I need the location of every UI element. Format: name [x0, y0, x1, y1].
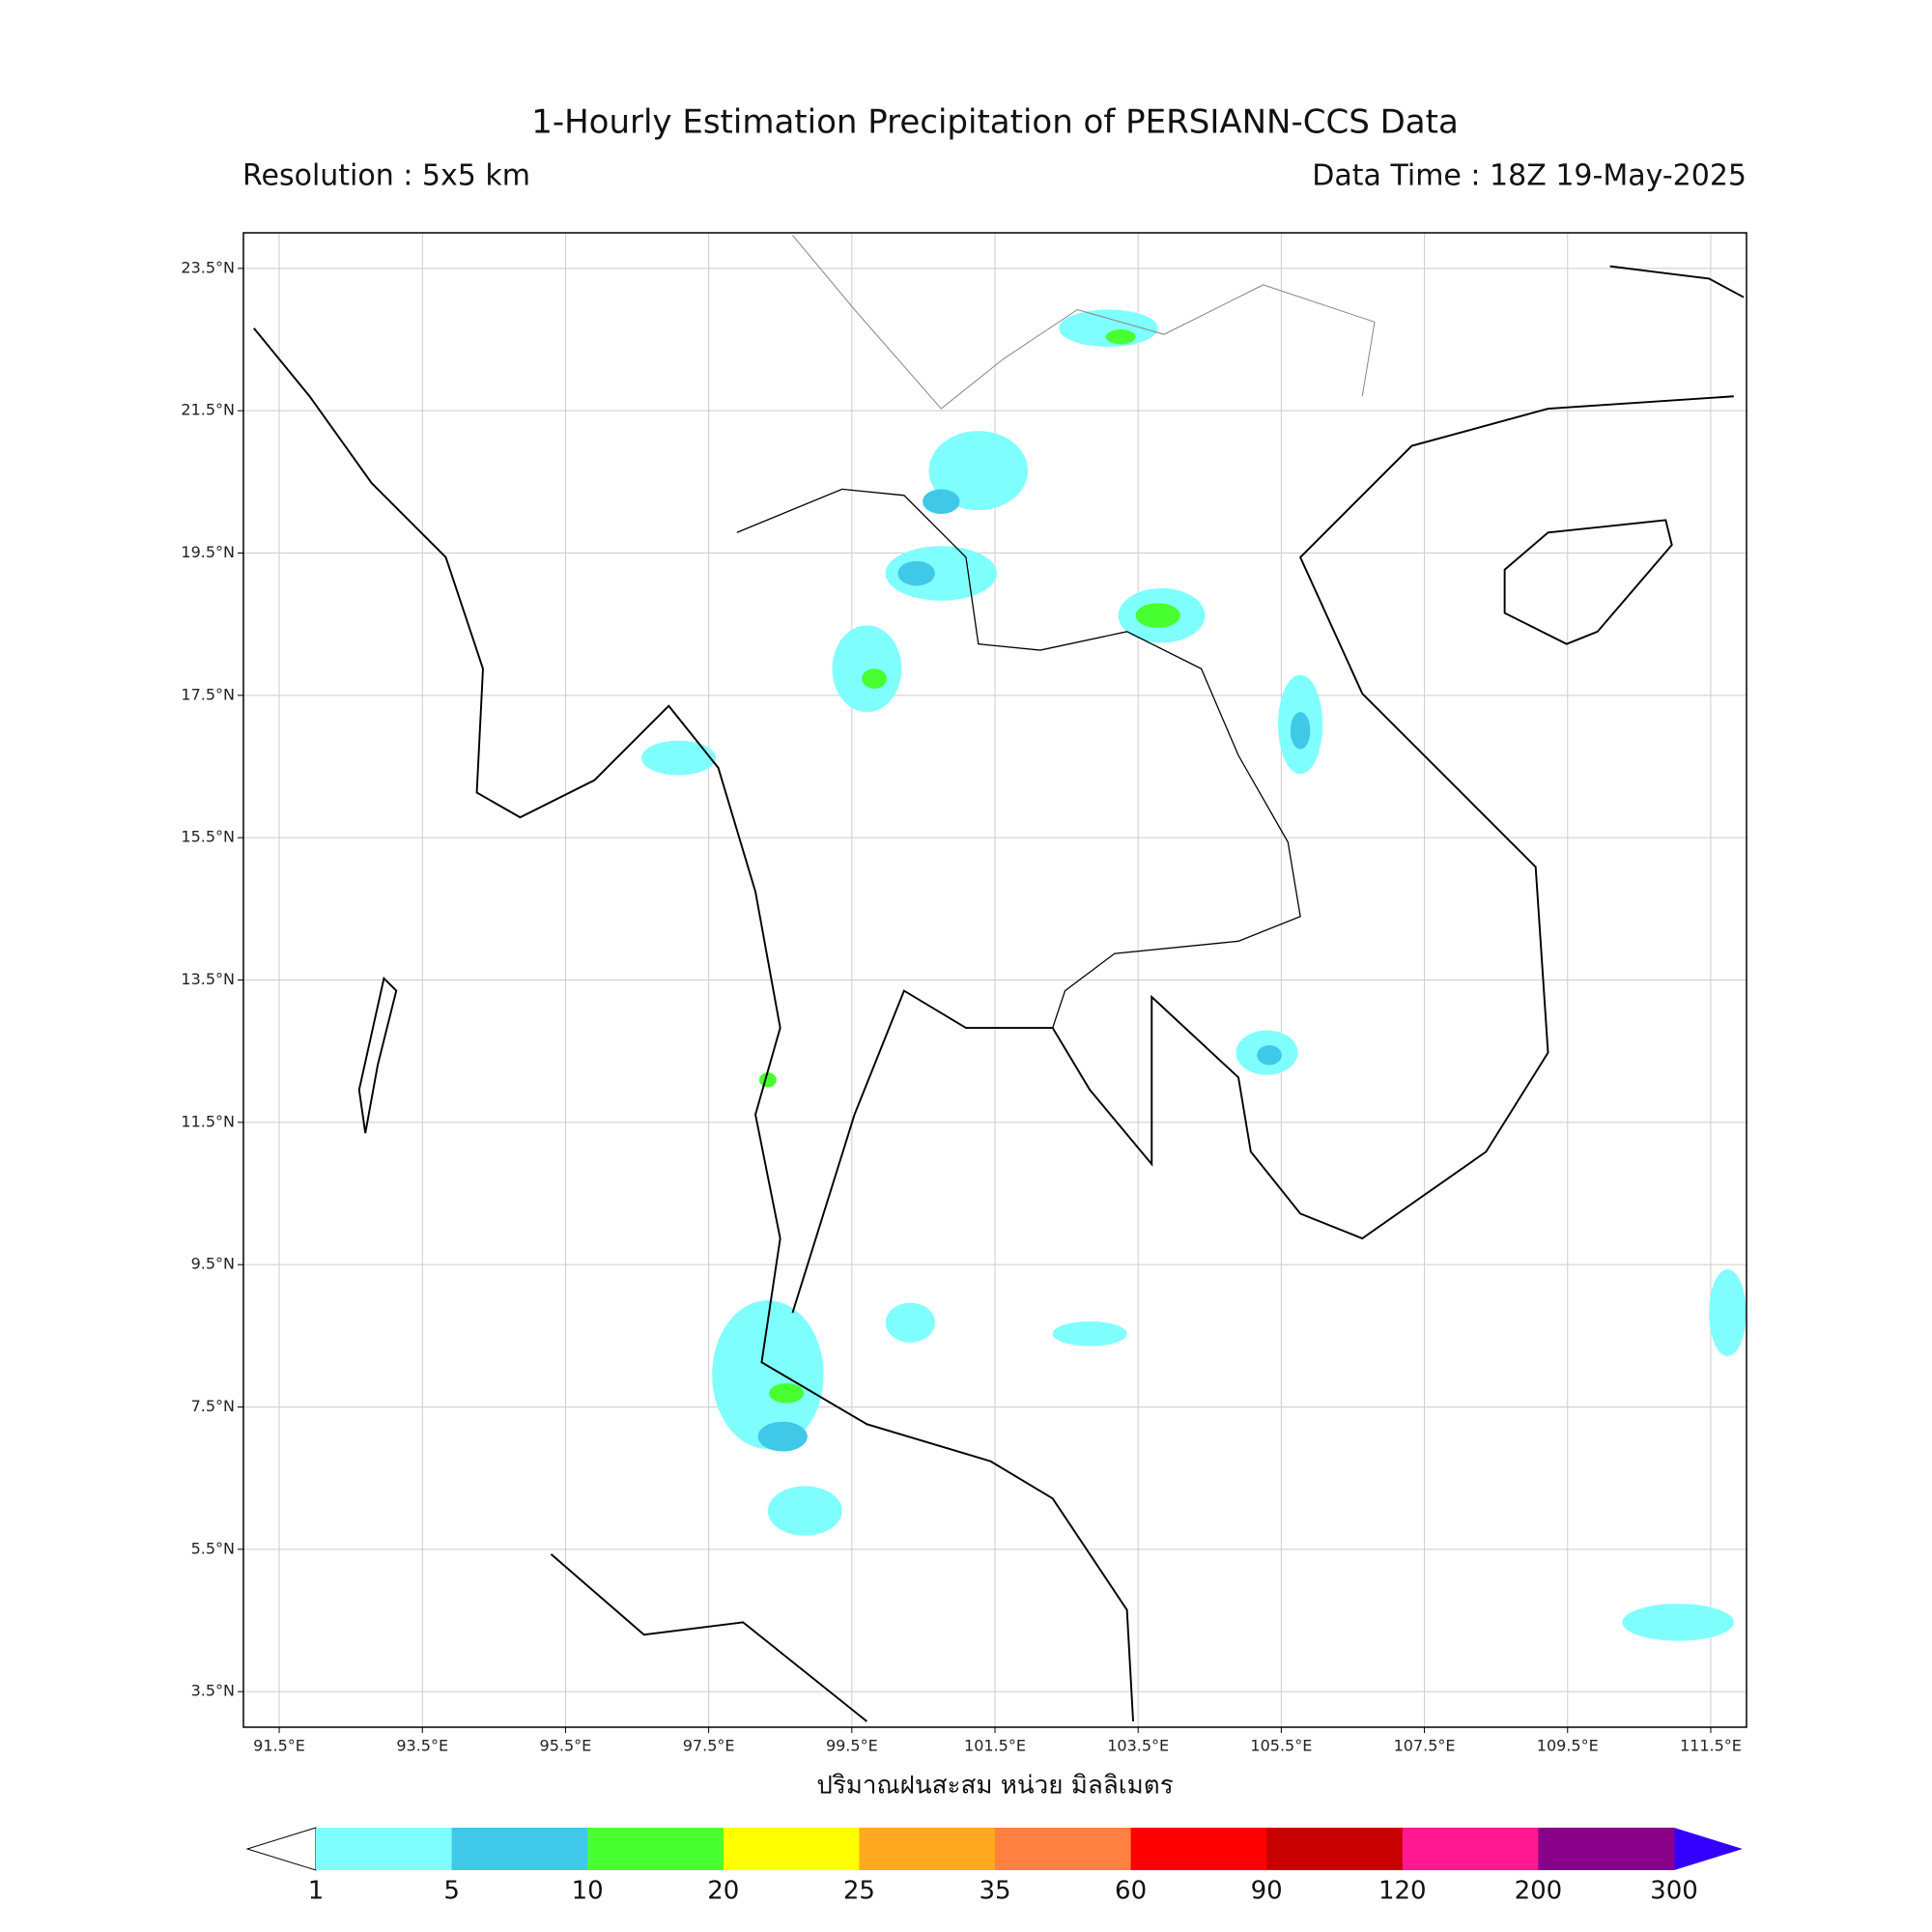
rain-peaks: [758, 329, 1180, 1404]
rain-cores: [757, 489, 1311, 1452]
y-tick-label: 17.5°N: [181, 685, 235, 703]
coastline: [550, 1553, 868, 1722]
colorbar-segment: [316, 1828, 453, 1870]
y-tick-label: 7.5°N: [191, 1397, 235, 1415]
rain-area: [885, 1302, 935, 1343]
x-tick-label: 93.5°E: [396, 1737, 448, 1755]
rain-area: [928, 431, 1029, 511]
y-tick-label: 11.5°N: [181, 1112, 235, 1130]
colorbar-label: 120: [1378, 1877, 1427, 1906]
rain-area: [712, 1300, 824, 1449]
coastline: [253, 327, 1134, 1722]
y-tick-label: 13.5°N: [181, 970, 235, 988]
subtitle-left: Resolution : 5x5 km: [242, 159, 530, 193]
y-tick-label: 21.5°N: [181, 401, 235, 419]
colorbar-label: 1: [308, 1877, 325, 1906]
rain-core: [1257, 1045, 1282, 1065]
title: 1-Hourly Estimation Precipitation of PER…: [531, 103, 1459, 142]
subtitle-right: Data Time : 18Z 19-May-2025: [1312, 159, 1747, 193]
island: [1503, 519, 1673, 645]
rain-core: [1290, 712, 1311, 750]
colorbar-extend-max: [1674, 1828, 1743, 1870]
x-tick-label: 109.5°E: [1537, 1737, 1599, 1755]
rain-area: [1622, 1604, 1734, 1641]
x-label: ปริมาณฝนสะสม หน่วย มิลลิเมตร: [816, 1772, 1173, 1801]
colorbar-label: 35: [979, 1877, 1010, 1906]
colorbar-segment: [1402, 1828, 1539, 1870]
rain-peak: [1105, 329, 1136, 345]
rain-peak: [1135, 603, 1180, 628]
colorbar-label: 60: [1115, 1877, 1147, 1906]
colorbar-label: 25: [843, 1877, 875, 1906]
rain-peak: [862, 668, 887, 689]
map-frame: [242, 232, 1747, 1728]
x-tick-label: 101.5°E: [964, 1737, 1026, 1755]
rain-area: [1709, 1269, 1747, 1356]
coastline: [1609, 265, 1745, 298]
colorbar-segment: [1538, 1828, 1675, 1870]
y-tick-label: 15.5°N: [181, 828, 235, 846]
rain-areas: [641, 309, 1747, 1641]
x-tick-label: 97.5°E: [683, 1737, 735, 1755]
colorbar-segment: [723, 1828, 860, 1870]
y-tick-label: 9.5°N: [191, 1255, 235, 1273]
rain-peak: [758, 1072, 777, 1088]
y-tick-label: 23.5°N: [181, 258, 235, 276]
colorbar-segment: [859, 1828, 996, 1870]
colorbar-segment: [1130, 1828, 1267, 1870]
rain-core: [923, 489, 960, 515]
x-tick-label: 111.5°E: [1680, 1737, 1742, 1755]
rain-area: [885, 546, 998, 601]
colorbar-label: 90: [1251, 1877, 1283, 1906]
rain-core: [897, 560, 935, 586]
coastlines: [253, 265, 1745, 1722]
colorbar-label: 20: [707, 1877, 739, 1906]
colorbar-segment: [1266, 1828, 1404, 1870]
colorbar-segment: [587, 1828, 724, 1870]
island: [357, 976, 398, 1134]
colorbar-label: 5: [443, 1877, 460, 1906]
rain-area: [767, 1486, 842, 1536]
rain-core: [757, 1421, 808, 1452]
y-tick-label: 3.5°N: [191, 1682, 235, 1700]
x-tick-label: 95.5°E: [540, 1737, 592, 1755]
border: [792, 235, 1376, 410]
colorbar-label: 300: [1650, 1877, 1698, 1906]
rain-area: [832, 625, 902, 713]
x-tick-label: 91.5°E: [253, 1737, 305, 1755]
grid: 23.5°N 21.5°N 19.5°N 17.5°N 15.5°N 13.5°N 11.5…: [181, 233, 1747, 1755]
rain-peak: [769, 1382, 805, 1404]
y-tick-label: 5.5°N: [191, 1539, 235, 1557]
y-tick-label: 19.5°N: [181, 543, 235, 561]
colorbar-segment: [451, 1828, 588, 1870]
rain-area: [1052, 1321, 1127, 1347]
colorbar-label: 10: [572, 1877, 604, 1906]
coastline: [791, 395, 1734, 1314]
colorbar-segment: [995, 1828, 1132, 1870]
x-tick-label: 107.5°E: [1394, 1737, 1456, 1755]
map-layer: [253, 235, 1747, 1722]
colorbar-label: 200: [1515, 1877, 1563, 1906]
x-tick-label: 105.5°E: [1250, 1737, 1312, 1755]
colorbar-extend-min: [245, 1827, 317, 1871]
border: [736, 488, 1301, 1029]
x-tick-label: 99.5°E: [826, 1737, 878, 1755]
colorbar: 1 5 10 20 25 35 60 90 120 200 300: [245, 1827, 1743, 1906]
x-tick-label: 103.5°E: [1107, 1737, 1169, 1755]
rain-area: [641, 740, 716, 776]
